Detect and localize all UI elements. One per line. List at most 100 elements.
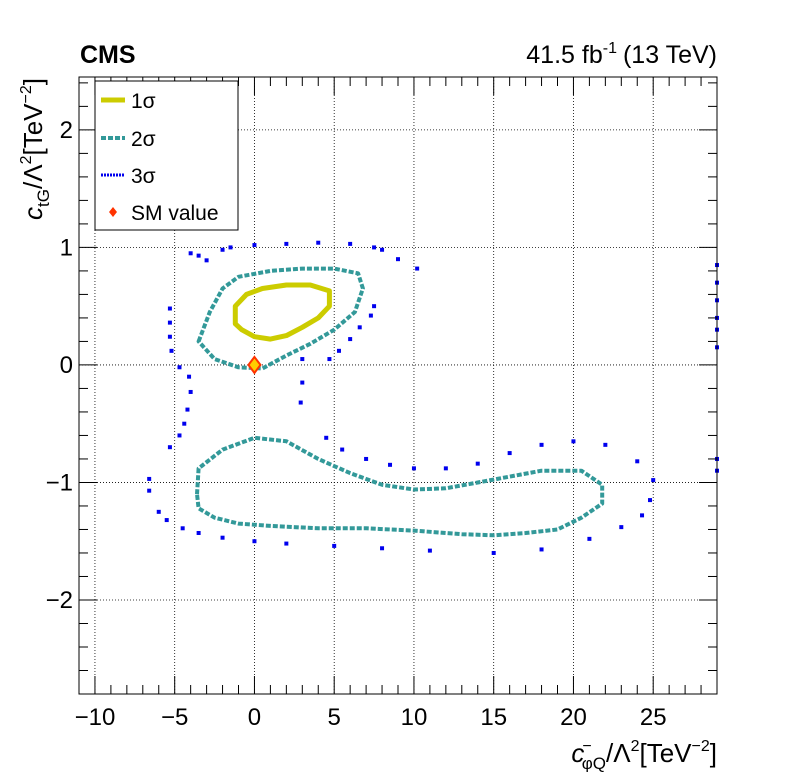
x-axis-label-rest-sup: 2 bbox=[631, 738, 640, 755]
contour-3sigma-point bbox=[491, 550, 496, 555]
contour-3sigma-point bbox=[475, 461, 480, 466]
contour-3sigma-point bbox=[380, 546, 385, 551]
contour-3sigma-point bbox=[415, 266, 420, 271]
x-axis-label-sub: φQ bbox=[582, 754, 606, 772]
legend-swatch-sm bbox=[109, 207, 117, 217]
legend: 1σ 2σ 3σ SM value bbox=[94, 80, 239, 231]
contour-3sigma-point bbox=[147, 476, 152, 481]
sm-marker-group bbox=[247, 355, 262, 375]
contour-3sigma-point bbox=[635, 459, 640, 464]
x-tick-label: 0 bbox=[248, 704, 261, 731]
x-axis-label-sup: − bbox=[582, 738, 591, 755]
x-tick-label: 15 bbox=[480, 704, 507, 731]
x-axis-label-base: c bbox=[571, 738, 584, 768]
contour-3sigma-point bbox=[167, 334, 172, 339]
x-axis-label-unit: [TeV bbox=[639, 738, 692, 768]
contour-3sigma-point bbox=[427, 548, 432, 553]
contour-3sigma-point bbox=[185, 407, 190, 412]
contour-3sigma-point bbox=[396, 257, 400, 262]
luminosity-value: 41.5 fb bbox=[526, 41, 602, 69]
contour-3sigma-point bbox=[177, 433, 182, 438]
x-tick-label: −5 bbox=[161, 704, 188, 731]
y-tick-label: 0 bbox=[60, 352, 73, 379]
x-tick-label: 10 bbox=[401, 704, 428, 731]
contour-3sigma-point bbox=[284, 241, 289, 246]
contour-3sigma-point bbox=[252, 539, 257, 544]
contour-3sigma-point bbox=[327, 357, 332, 362]
contour-3sigma-point bbox=[164, 518, 169, 523]
contour-3sigma-point bbox=[167, 306, 172, 311]
legend-label-sm: SM value bbox=[131, 202, 219, 225]
contour-3sigma-point bbox=[167, 320, 172, 325]
contour-3sigma-point bbox=[539, 547, 544, 552]
contour-3sigma-point bbox=[357, 325, 362, 330]
legend-label-3sigma: 3σ bbox=[131, 165, 156, 188]
contour-3sigma-point bbox=[336, 348, 341, 353]
contour-3sigma-point bbox=[507, 451, 512, 456]
contour-3sigma-point bbox=[316, 240, 321, 245]
luminosity-exponent: -1 bbox=[603, 40, 617, 57]
contour-3sigma-point bbox=[298, 400, 303, 405]
y-axis-label-sub: tG bbox=[34, 189, 53, 207]
contour-3sigma-point bbox=[372, 245, 377, 250]
contour-3sigma-point bbox=[196, 530, 201, 535]
contour-3sigma-point bbox=[348, 337, 353, 342]
y-axis-label-unit: [TeV bbox=[18, 103, 48, 156]
x-axis-label-close: ] bbox=[710, 738, 717, 768]
x-tick-label: −10 bbox=[75, 704, 116, 731]
experiment-label: CMS bbox=[80, 41, 136, 69]
contour-3sigma-point bbox=[443, 466, 448, 471]
contour-3sigma-point bbox=[284, 541, 289, 546]
contour-3sigma-point bbox=[651, 478, 656, 483]
contour-series bbox=[147, 240, 719, 555]
x-tick-label: 20 bbox=[560, 704, 587, 731]
contour-3sigma-point bbox=[252, 243, 257, 248]
contour-3sigma-point bbox=[187, 374, 192, 379]
y-tick-label: 1 bbox=[60, 234, 73, 261]
x-tick-label: 25 bbox=[640, 704, 667, 731]
y-tick-label: −2 bbox=[46, 587, 73, 614]
contour-3sigma-point bbox=[167, 445, 172, 450]
contour-3sigma-point bbox=[348, 241, 353, 246]
y-axis-label-unit-sup: −2 bbox=[18, 85, 35, 103]
y-axis-label-close: ] bbox=[18, 78, 48, 85]
contour-3sigma-point bbox=[300, 380, 305, 385]
contour-3sigma-point bbox=[300, 357, 305, 362]
y-tick-label: 2 bbox=[60, 117, 73, 144]
x-axis-label-unit-sup: −2 bbox=[692, 738, 710, 755]
contour-3sigma-point bbox=[388, 462, 393, 467]
contour-3sigma-point bbox=[619, 525, 624, 530]
legend-label-1sigma: 1σ bbox=[131, 90, 156, 113]
y-tick-label: −1 bbox=[46, 469, 73, 496]
contour-3sigma-point bbox=[228, 245, 233, 250]
contour-3sigma-point bbox=[340, 447, 345, 452]
contour-3sigma-point bbox=[204, 258, 209, 263]
contour-3sigma-point bbox=[368, 313, 373, 318]
y-axis-label-rest-sup: 2 bbox=[18, 155, 35, 164]
contour-3sigma-point bbox=[332, 543, 337, 548]
contour-3sigma-point bbox=[220, 535, 225, 540]
contour-3sigma-point bbox=[188, 251, 193, 256]
contour-1sigma bbox=[232, 282, 332, 342]
contour-3sigma-point bbox=[380, 247, 385, 252]
contour-3sigma-point bbox=[196, 253, 201, 258]
sm-point-marker bbox=[247, 355, 262, 375]
x-axis-label-rest: /Λ bbox=[606, 738, 631, 768]
contour-2sigma bbox=[195, 435, 605, 538]
contour-3sigma-point bbox=[177, 365, 182, 370]
legend-box bbox=[94, 80, 239, 231]
x-axis-label: c− φQ/Λ2[TeV−2] bbox=[571, 738, 717, 772]
contour-3sigma-point bbox=[648, 498, 653, 503]
contour-3sigma-point bbox=[147, 488, 152, 493]
contour-3sigma-point bbox=[571, 439, 576, 444]
contour-3sigma-point bbox=[324, 435, 329, 440]
contour-3sigma-point bbox=[188, 389, 193, 394]
contour-3sigma-point bbox=[220, 247, 225, 252]
contour-3sigma-point bbox=[156, 509, 161, 514]
y-axis-label-base: c bbox=[18, 207, 48, 220]
energy-label: (13 TeV) bbox=[623, 41, 717, 69]
axis-ticks bbox=[78, 77, 718, 694]
x-tick-label: 5 bbox=[328, 704, 341, 731]
